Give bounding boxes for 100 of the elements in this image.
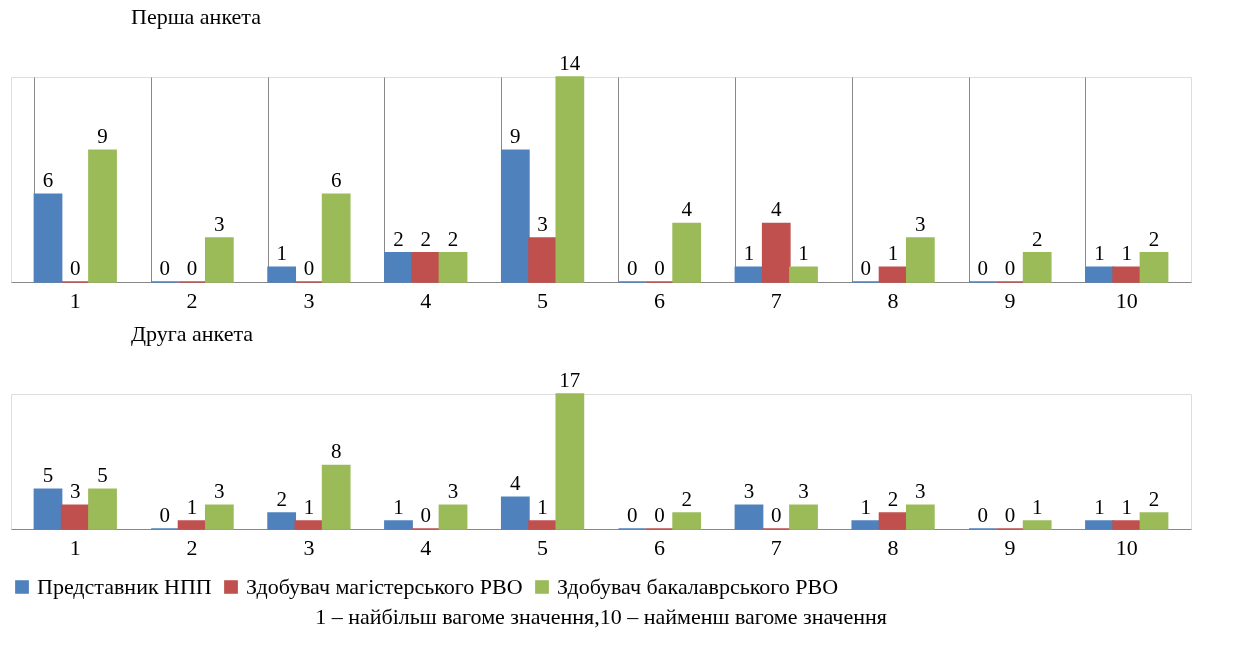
- x-tick-label: 4: [420, 534, 432, 560]
- data-label: 9: [510, 124, 521, 149]
- bar: [555, 393, 585, 530]
- bar: [321, 193, 351, 283]
- x-tick-label: 2: [186, 534, 198, 560]
- data-label: 2: [447, 226, 459, 251]
- bar: [267, 266, 297, 283]
- x-tick-label: 6: [653, 287, 665, 313]
- bar: [1112, 520, 1142, 530]
- x-tick-label: 4: [420, 287, 432, 313]
- data-label: 2: [681, 487, 692, 512]
- data-label: 3: [915, 479, 926, 504]
- data-label: 0: [186, 256, 198, 280]
- bar: [528, 520, 557, 530]
- bar: [500, 496, 530, 530]
- bar: [878, 266, 908, 283]
- bar: [204, 504, 234, 530]
- data-label: 2: [1148, 487, 1160, 512]
- data-label: 0: [771, 503, 782, 527]
- data-label: 0: [1004, 256, 1016, 280]
- x-tick-label: 9: [1004, 287, 1016, 313]
- data-label: 2: [276, 487, 287, 512]
- data-label: 0: [303, 256, 315, 280]
- data-label: 0: [977, 503, 988, 527]
- bar: [384, 251, 413, 283]
- data-label: 0: [420, 503, 431, 527]
- x-tick-label: 1: [69, 287, 81, 313]
- bar: [528, 237, 557, 283]
- legend-label: Здобувач бакалаврського РВО: [557, 574, 839, 599]
- x-tick-label: 3: [303, 534, 315, 560]
- data-label: 1: [743, 241, 755, 266]
- bar: [1139, 251, 1169, 283]
- data-label: 3: [743, 479, 755, 504]
- data-label: 0: [70, 256, 81, 280]
- data-label: 4: [771, 197, 782, 222]
- data-label: 5: [42, 463, 54, 488]
- data-label: 0: [1004, 503, 1016, 527]
- data-label: 5: [97, 463, 108, 488]
- data-label: 14: [559, 51, 581, 75]
- bar: [1085, 266, 1114, 283]
- data-label: 1: [537, 495, 548, 520]
- bar: [294, 520, 324, 530]
- chart-title: Друга анкета: [131, 321, 254, 346]
- bar: [438, 251, 468, 283]
- data-label: 1: [276, 241, 287, 266]
- legend-label: Представник НПП: [37, 574, 212, 599]
- data-label: 2: [393, 226, 404, 251]
- data-label: 0: [860, 256, 872, 280]
- data-label: 1: [186, 495, 198, 520]
- data-label: 17: [559, 368, 581, 392]
- data-label: 1: [887, 241, 899, 266]
- bar: [734, 266, 764, 283]
- bar: [204, 237, 234, 283]
- x-tick-label: 6: [653, 534, 665, 560]
- bar: [33, 488, 63, 530]
- x-tick-label: 5: [537, 287, 549, 313]
- data-label: 0: [626, 503, 638, 527]
- bar: [88, 488, 117, 530]
- data-label: 6: [42, 168, 54, 193]
- legend-label: Здобувач магістерського РВО: [246, 574, 523, 599]
- bar: [1085, 520, 1114, 530]
- x-tick-label: 3: [303, 287, 315, 313]
- bar: [878, 512, 908, 530]
- data-label: 1: [393, 495, 404, 520]
- data-label: 1: [1031, 495, 1043, 520]
- x-tick-label: 1: [69, 534, 81, 560]
- bar: [789, 266, 818, 283]
- data-label: 0: [626, 256, 638, 280]
- x-tick-label: 8: [887, 534, 899, 560]
- data-label: 0: [654, 503, 665, 527]
- bar: [851, 520, 881, 530]
- bar: [267, 512, 297, 530]
- data-label: 4: [510, 471, 522, 496]
- data-label: 2: [887, 487, 899, 512]
- data-label: 3: [214, 479, 225, 504]
- x-tick-label: 10: [1115, 287, 1138, 313]
- bar: [672, 222, 702, 283]
- bar: [905, 237, 935, 283]
- data-label: 6: [330, 168, 342, 193]
- data-label: 3: [798, 479, 809, 504]
- x-tick-label: 5: [537, 534, 549, 560]
- bar: [672, 512, 702, 530]
- text: 1 – найбільш вагоме значення,10 – найменш вагоме значення: [315, 604, 887, 629]
- bar: [88, 149, 117, 283]
- bar: [177, 520, 207, 530]
- x-tick-label: 2: [186, 287, 198, 313]
- data-label: 1: [1121, 495, 1132, 520]
- data-label: 1: [303, 495, 315, 520]
- data-label: 0: [159, 503, 171, 527]
- data-label: 0: [977, 256, 988, 280]
- bar: [1022, 251, 1052, 283]
- data-label: 9: [97, 124, 108, 149]
- data-label: 3: [70, 479, 81, 504]
- bar: [555, 76, 585, 283]
- data-label: 0: [654, 256, 665, 280]
- data-label: 8: [330, 439, 342, 464]
- x-tick-label: 8: [887, 287, 899, 313]
- bar: [1022, 520, 1052, 530]
- data-label: 1: [860, 495, 872, 520]
- bar: [321, 464, 351, 530]
